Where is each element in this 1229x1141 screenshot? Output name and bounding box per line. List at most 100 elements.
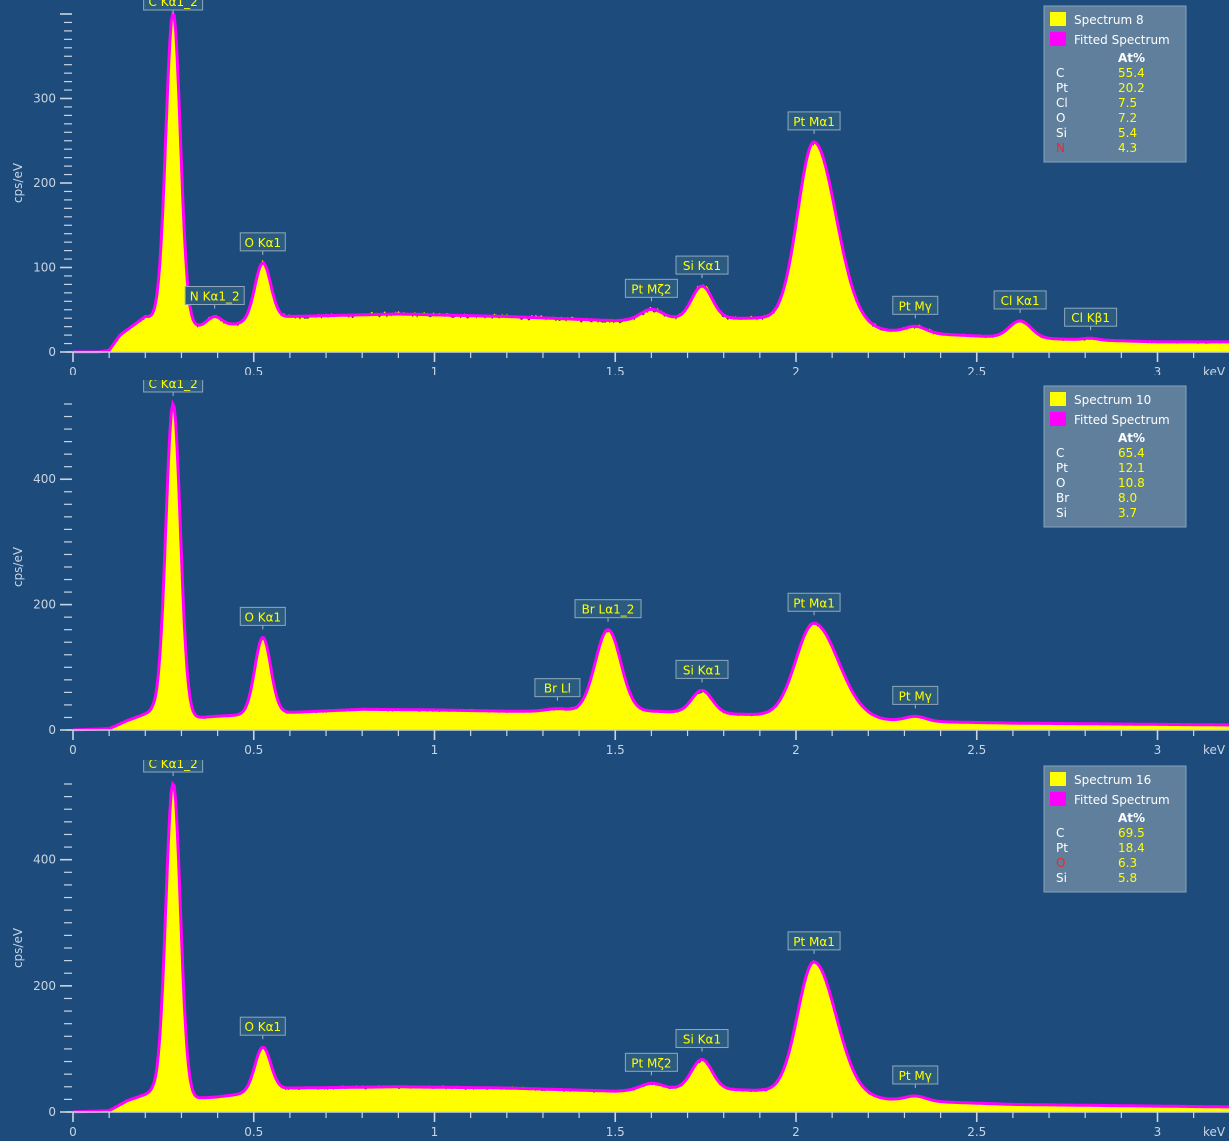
y-tick-label: 200: [33, 598, 56, 612]
legend-value: 10.8: [1118, 476, 1145, 490]
y-axis-label: cps/eV: [11, 162, 25, 203]
legend-value: 6.3: [1118, 856, 1137, 870]
legend-value: 12.1: [1118, 461, 1145, 475]
legend-element: Si: [1056, 126, 1067, 140]
peak-label[interactable]: Pt Mζ2: [624, 278, 678, 302]
legend-box: Spectrum 10 Fitted Spectrum At% C 65.4 Pt 12.1…: [1043, 385, 1187, 528]
peak-label[interactable]: Pt Mα1: [787, 111, 841, 134]
peak-label-text: C Kα1_2: [149, 380, 198, 391]
legend-box: Spectrum 8 Fitted Spectrum At% C 55.4 Pt 20.2 C…: [1043, 5, 1187, 163]
legend-element: Br: [1056, 491, 1069, 505]
legend-element: O: [1056, 476, 1065, 490]
x-tick-label: 1.5: [606, 1125, 625, 1139]
x-tick-label: 1: [431, 743, 439, 757]
x-tick-label: 0: [69, 1125, 77, 1139]
legend-value: 5.8: [1118, 871, 1137, 885]
peak-label[interactable]: Br Ll: [534, 678, 581, 701]
peak-label[interactable]: Pt Mζ2: [624, 1052, 678, 1076]
peak-label[interactable]: N Kα1_2: [184, 286, 245, 309]
peak-label-box: [1064, 307, 1118, 327]
y-tick-label: 0: [48, 723, 56, 737]
peak-label-text: Pt Mγ: [899, 299, 932, 313]
legend-value: 55.4: [1118, 66, 1145, 80]
peak-label[interactable]: Pt Mγ: [892, 1065, 939, 1088]
legend-spectrum-name: Spectrum 8: [1074, 13, 1144, 27]
x-tick-label: 3: [1154, 1125, 1162, 1139]
legend-element: Pt: [1056, 841, 1068, 855]
x-tick-label: 2.5: [967, 743, 986, 757]
x-unit-label: keV: [1203, 1125, 1226, 1139]
peak-label-box: [184, 286, 245, 306]
peak-label[interactable]: Si Kα1: [675, 1029, 729, 1052]
legend-swatch-spectrum: [1050, 12, 1066, 26]
fitted-spectrum-line: [72, 780, 1229, 1114]
y-axis-label: cps/eV: [11, 927, 25, 968]
legend-at-header: At%: [1118, 811, 1145, 825]
y-tick-label: 0: [48, 345, 56, 359]
x-tick-label: 1: [431, 365, 439, 375]
x-tick-label: 2.5: [967, 1125, 986, 1139]
peak-label[interactable]: C Kα1_2: [143, 380, 204, 396]
y-tick-label: 0: [48, 1105, 56, 1119]
legend-value: 3.7: [1118, 506, 1137, 520]
peak-label-box: [787, 931, 841, 951]
legend-fit-name: Fitted Spectrum: [1074, 413, 1170, 427]
peak-label-text: Br Ll: [544, 682, 571, 696]
x-tick-label: 0.5: [244, 365, 263, 375]
peak-label-text: Pt Mα1: [793, 596, 835, 610]
x-unit-label: keV: [1203, 365, 1226, 375]
peak-label-box: [624, 278, 678, 298]
y-tick-label: 300: [33, 92, 56, 106]
fitted-spectrum-line: [72, 399, 1229, 732]
legend-background: [1043, 385, 1187, 528]
peak-label[interactable]: Pt Mα1: [787, 592, 841, 616]
peak-label-box: [675, 1029, 729, 1049]
peak-label[interactable]: C Kα1_2: [143, 0, 204, 14]
peak-label[interactable]: O Kα1: [239, 606, 286, 630]
peak-label[interactable]: Cl Kβ1: [1064, 307, 1118, 331]
peak-label[interactable]: Pt Mγ: [892, 295, 939, 319]
legend-background: [1043, 5, 1187, 163]
legend-fit-name: Fitted Spectrum: [1074, 793, 1170, 807]
legend-value: 65.4: [1118, 446, 1145, 460]
legend-element: Si: [1056, 871, 1067, 885]
peak-label-text: Pt Mα1: [793, 935, 835, 949]
legend-element: C: [1056, 826, 1064, 840]
x-tick-label: 1.5: [606, 743, 625, 757]
legend-value: 18.4: [1118, 841, 1145, 855]
y-tick-label: 400: [33, 472, 56, 486]
x-unit-label: keV: [1203, 743, 1226, 757]
peak-label-text: Si Kα1: [683, 1033, 721, 1047]
y-tick-label: 400: [33, 853, 56, 867]
peak-label-box: [787, 592, 841, 612]
peak-label-text: Pt Mγ: [899, 1069, 932, 1083]
legend-spectrum-name: Spectrum 16: [1074, 773, 1151, 787]
peak-label[interactable]: O Kα1: [239, 232, 286, 255]
peak-label[interactable]: O Kα1: [239, 1016, 286, 1040]
peak-label-box: [892, 295, 939, 315]
peak-label[interactable]: Si Kα1: [675, 255, 729, 279]
spectrum-panel-1: 0 0.5 1 1.5 2 2.5 3 keV 0 100 200 300 cps/eV C Kα1_2 N…: [11, 0, 1229, 375]
legend-value: 4.3: [1118, 141, 1137, 155]
legend-at-header: At%: [1118, 51, 1145, 65]
legend-spectrum-name: Spectrum 10: [1074, 393, 1151, 407]
peak-label[interactable]: Cl Kα1: [993, 290, 1047, 313]
y-tick-label: 200: [33, 176, 56, 190]
peak-label[interactable]: Pt Mγ: [892, 685, 939, 709]
peak-label-box: [892, 685, 939, 705]
x-tick-label: 0.5: [244, 1125, 263, 1139]
peak-label[interactable]: Pt Mα1: [787, 931, 841, 954]
spectrum-panel-2: 0 0.5 1 1.5 2 2.5 3 keV 0 200 400 cps/eV C Kα1_2 O Kα…: [11, 380, 1229, 757]
peak-label[interactable]: C Kα1_2: [143, 760, 204, 776]
y-tick-label: 200: [33, 979, 56, 993]
legend-value: 5.4: [1118, 126, 1137, 140]
legend-value: 8.0: [1118, 491, 1137, 505]
x-tick-label: 1.5: [606, 365, 625, 375]
peak-label-text: Pt Mγ: [899, 689, 932, 703]
peak-label-text: Pt Mζ2: [631, 1056, 671, 1070]
peak-label[interactable]: Si Kα1: [675, 659, 729, 683]
peak-label[interactable]: Br Lα1_2: [574, 599, 642, 622]
legend-value: 7.5: [1118, 96, 1137, 110]
peak-label-box: [675, 255, 729, 275]
